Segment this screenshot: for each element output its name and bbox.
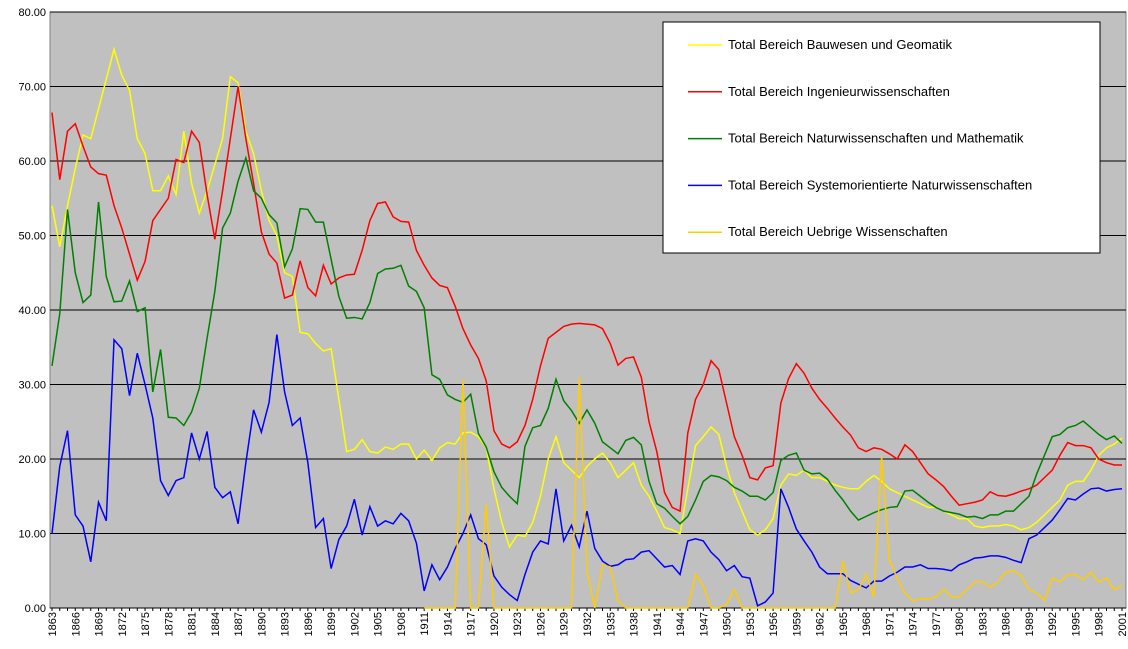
- x-tick-label: 1998: [1094, 612, 1106, 636]
- x-tick-label: 2001: [1117, 612, 1128, 636]
- x-tick-label: 1974: [908, 612, 920, 636]
- x-tick-label: 1893: [280, 612, 292, 636]
- x-tick-label: 1869: [94, 612, 106, 636]
- y-tick-label: 50.00: [18, 231, 46, 243]
- x-tick-label: 1983: [977, 612, 989, 636]
- y-tick-label: 70.00: [18, 82, 46, 94]
- x-tick-label: 1941: [652, 612, 664, 636]
- y-tick-label: 60.00: [18, 156, 46, 168]
- x-tick-label: 1950: [722, 612, 734, 636]
- x-tick-label: 1920: [489, 612, 501, 636]
- x-tick-label: 1908: [396, 612, 408, 636]
- x-tick-label: 1872: [117, 612, 129, 636]
- x-tick-label: 1959: [791, 612, 803, 636]
- x-tick-label: 1884: [210, 612, 222, 636]
- legend-label: Total Bereich Uebrige Wissenschaften: [728, 224, 948, 239]
- y-tick-label: 80.00: [18, 7, 46, 19]
- y-tick-label: 10.00: [18, 529, 46, 541]
- x-tick-label: 1914: [442, 612, 454, 636]
- x-tick-label: 1905: [373, 612, 385, 636]
- legend-label: Total Bereich Naturwissenschaften und Ma…: [728, 131, 1024, 146]
- x-tick-label: 1995: [1070, 612, 1082, 636]
- x-tick-label: 1989: [1024, 612, 1036, 636]
- x-tick-label: 1929: [559, 612, 571, 636]
- x-tick-label: 1932: [582, 612, 594, 636]
- series-line: [51, 155, 1123, 525]
- x-tick-label: 1926: [535, 612, 547, 636]
- legend-label: Total Bereich Systemorientierte Naturwis…: [728, 177, 1032, 192]
- x-tick-label: 1923: [512, 612, 524, 636]
- x-tick-label: 1863: [47, 612, 59, 636]
- x-tick-label: 1887: [233, 612, 245, 636]
- legend-label: Total Bereich Ingenieurwissenschaften: [728, 84, 950, 99]
- x-tick-label: 1965: [838, 612, 850, 636]
- x-tick-label: 1899: [326, 612, 338, 636]
- legend: [662, 21, 1101, 254]
- x-tick-label: 1977: [931, 612, 943, 636]
- x-tick-label: 1890: [256, 612, 268, 636]
- x-tick-label: 1968: [861, 612, 873, 636]
- x-tick-label: 1881: [187, 612, 199, 636]
- y-tick-label: 20.00: [18, 454, 46, 466]
- x-tick-label: 1986: [1001, 612, 1013, 636]
- series-line: [51, 334, 1123, 607]
- x-tick-label: 1878: [163, 612, 175, 636]
- x-tick-label: 1866: [70, 612, 82, 636]
- x-tick-label: 1953: [745, 612, 757, 636]
- x-tick-label: 1875: [140, 612, 152, 636]
- x-tick-label: 1938: [629, 612, 641, 636]
- x-tick-label: 1902: [349, 612, 361, 636]
- x-tick-label: 1896: [303, 612, 315, 636]
- y-tick-label: 40.00: [18, 305, 46, 317]
- legend-label: Total Bereich Bauwesen und Geomatik: [728, 37, 953, 52]
- x-tick-label: 1917: [466, 612, 478, 636]
- series-line: [424, 377, 1123, 609]
- x-tick-label: 1980: [954, 612, 966, 636]
- x-tick-label: 1911: [419, 612, 431, 636]
- x-tick-label: 1944: [675, 612, 687, 636]
- x-tick-label: 1962: [815, 612, 827, 636]
- y-tick-label: 0.00: [25, 603, 46, 615]
- x-tick-label: 1947: [698, 612, 710, 636]
- x-tick-label: 1992: [1047, 612, 1059, 636]
- x-tick-label: 1971: [884, 612, 896, 636]
- x-tick-label: 1956: [768, 612, 780, 636]
- y-tick-label: 30.00: [18, 380, 46, 392]
- series-line: [51, 86, 1122, 513]
- x-tick-label: 1935: [605, 612, 617, 636]
